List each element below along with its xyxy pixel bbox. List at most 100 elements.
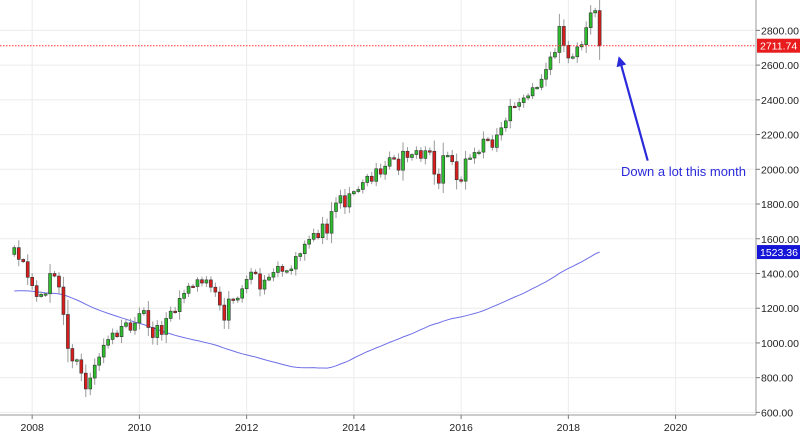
candle-body [544,69,548,80]
candle-body [39,294,43,297]
candle-body [298,253,303,257]
candle-body [539,78,544,88]
candle-body [405,150,410,158]
candle-body [191,285,195,288]
price-tag-label: 1523.36 [760,247,798,259]
x-tick-label: 2008 [20,422,44,434]
candle-body [571,56,575,59]
candle-body [240,288,244,299]
candle-body [253,271,258,275]
candle-body [267,276,271,281]
candle-body [164,318,169,335]
candle-body [34,285,39,297]
candle-body [182,292,186,299]
candle-body [66,314,70,349]
candle-body [61,286,66,315]
candle-body [276,266,280,273]
candle-body [463,158,468,182]
candle-body [137,313,142,324]
candle-body [361,182,365,190]
candle-body [302,243,307,254]
y-tick-label: 1000.00 [761,338,799,350]
y-tick-label: 1600.00 [761,234,799,246]
y-tick-label: 2400.00 [761,95,799,107]
y-axis: 600.00 800.00 1000.00 1200.00 1400.00 1600.00… [756,25,799,419]
candle-body [410,154,414,158]
candle-body [432,150,437,175]
candle-body [316,233,320,239]
candle-body [12,247,17,255]
candle-body [557,26,562,53]
x-tick-label: 2016 [449,422,473,434]
candle-body [235,297,240,301]
candle-body [70,348,75,362]
candle-body [151,327,155,338]
candle-body [293,256,298,270]
x-tick-label: 2020 [664,422,688,434]
candle-body [88,377,93,390]
candle-body [365,175,370,183]
candle-body [52,273,57,277]
candle-body [392,157,396,160]
candle-body [119,325,124,337]
candle-body [92,364,97,379]
candle-body [200,279,204,284]
candle-body [450,155,454,162]
candle-body [597,10,602,47]
annotation-text: Down a lot this month [621,164,746,179]
candle-body [419,150,423,159]
candle-body [43,293,48,296]
candle-body [285,270,289,273]
y-tick-label: 1800.00 [761,199,799,211]
y-tick-label: 2600.00 [761,60,799,72]
x-tick-label: 2010 [128,422,152,434]
candle-body [75,359,79,362]
candle-body [21,259,26,262]
candle-body [441,155,446,184]
candle-body [334,202,338,212]
candle-body [352,191,356,195]
candle-body [486,138,490,141]
candle-body [142,310,146,314]
candle-body [338,195,343,204]
x-axis: 2008 2010 2012 2014 2016 2018 2020 [20,415,687,434]
y-tick-label: 800.00 [761,373,793,385]
candle-body [553,52,557,58]
candle-body [159,325,164,335]
y-tick-label: 2200.00 [761,130,799,142]
candle-body [244,279,249,290]
candle-body [226,298,231,321]
y-tick-label: 1200.00 [761,303,799,315]
candle-body [445,155,450,158]
candle-body [428,150,432,153]
candle-body [101,344,106,358]
candle-body [16,247,21,260]
candle-body [173,310,177,313]
candle-body [499,127,504,136]
price-tag-label: 2711.74 [760,41,797,53]
candlestick-series [12,0,602,398]
candle-body [30,277,34,286]
x-tick-label: 2014 [342,422,366,434]
candle-body [329,211,334,234]
candle-body [423,150,428,159]
y-tick-label: 600.00 [761,407,793,419]
candle-body [374,168,379,182]
candle-body [320,223,325,239]
candle-body [258,273,262,290]
candle-body [508,105,513,122]
candle-body [25,261,30,278]
candle-body [168,310,173,319]
candle-body [79,359,84,374]
candle-body [146,310,151,328]
candle-body [124,322,128,327]
candle-body [521,97,526,103]
candle-body [155,325,160,338]
grid [0,0,756,415]
candle-body [503,120,508,129]
candle-body [289,268,294,272]
candle-body [517,102,521,107]
candle-body [562,26,566,46]
candle-body [468,157,472,160]
